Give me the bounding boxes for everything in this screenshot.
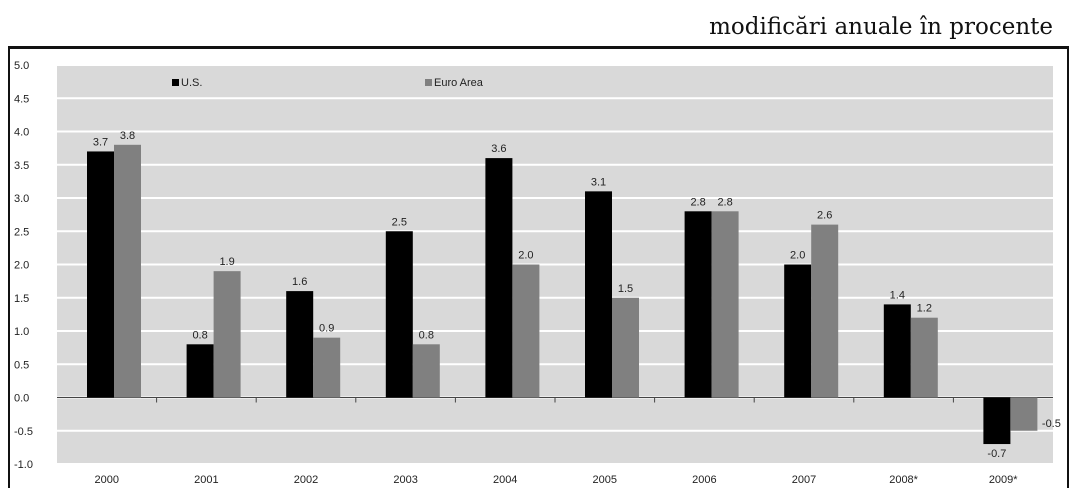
bar-euro-area [114, 144, 141, 398]
legend-label: U.S. [181, 77, 202, 89]
y-tick-label: 0.0 [14, 393, 29, 405]
data-label: 0.9 [319, 323, 334, 335]
bar-us [286, 291, 314, 398]
legend-label: Euro Area [434, 77, 484, 89]
y-tick-label: 5.0 [14, 60, 29, 72]
chart-frame: 5.0 4.5 4.0 3.5 3.0 2.5 2.0 1.5 1.0 0.5 0.0 -0.5 -1.… [8, 46, 1069, 488]
bar-euro-area [711, 211, 739, 398]
x-tick-label: 2005 [593, 474, 617, 486]
y-tick-label: -1.0 [14, 459, 33, 471]
legend-swatch [172, 79, 179, 86]
bar-euro-area [412, 344, 440, 398]
x-tick-label: 2000 [95, 474, 119, 486]
data-label: 3.7 [93, 136, 108, 148]
data-label: 3.8 [120, 130, 135, 142]
data-label: 2.8 [717, 196, 732, 208]
x-tick-label: 2009* [989, 474, 1018, 486]
unit-note: modificări anuale în procente [709, 14, 1053, 40]
data-label: 3.1 [591, 176, 606, 188]
x-tick-label: 2008* [889, 474, 918, 486]
data-label: 2.6 [817, 210, 832, 222]
bar-us [485, 158, 513, 398]
bar-us [983, 397, 1011, 445]
y-tick-label: 2.0 [14, 260, 29, 272]
bar-euro-area [612, 297, 639, 398]
data-label: 0.8 [192, 329, 207, 341]
data-label: 3.6 [491, 143, 506, 155]
bar-us [585, 191, 612, 398]
bar-euro-area [512, 264, 540, 398]
y-tick-label: 1.5 [14, 293, 29, 305]
bar-euro-area [213, 271, 241, 398]
x-tick-label: 2007 [792, 474, 816, 486]
data-label: 1.2 [917, 303, 932, 315]
y-tick-label: 3.0 [14, 193, 29, 205]
data-label: 0.8 [419, 329, 434, 341]
y-tick-label: 0.5 [14, 359, 29, 371]
x-tick-label: 2001 [194, 474, 218, 486]
data-label: 1.4 [890, 289, 905, 301]
y-tick-label: 4.0 [14, 127, 29, 139]
y-tick-label: 1.0 [14, 326, 29, 338]
data-label: -0.5 [1042, 418, 1061, 430]
bar-us [87, 151, 114, 398]
y-tick-label: 2.5 [14, 226, 29, 238]
y-tick-label: 4.5 [14, 93, 29, 105]
bar-chart: 5.0 4.5 4.0 3.5 3.0 2.5 2.0 1.5 1.0 0.5 0.0 -0.5 -1.… [14, 60, 1061, 486]
data-label: 1.6 [292, 276, 307, 288]
data-label: 1.9 [219, 256, 234, 268]
bar-euro-area [910, 317, 938, 398]
x-tick-label: 2002 [294, 474, 318, 486]
bar-euro-area [811, 224, 839, 398]
x-tick-label: 2004 [493, 474, 517, 486]
data-label: 2.8 [690, 196, 705, 208]
y-tick-label: 3.5 [14, 160, 29, 172]
bar-euro-area [313, 337, 341, 398]
data-label: 2.0 [790, 250, 805, 262]
bar-euro-area [1010, 397, 1038, 431]
bar-us [186, 344, 214, 398]
bar-us [385, 231, 413, 398]
data-label: -0.7 [987, 448, 1006, 460]
data-label: 2.5 [392, 216, 407, 228]
x-tick-label: 2003 [393, 474, 417, 486]
bar-us [684, 211, 712, 398]
data-label: 1.5 [618, 283, 633, 295]
data-label: 2.0 [518, 250, 533, 262]
y-tick-label: -0.5 [14, 426, 33, 438]
bar-us [784, 264, 812, 398]
legend-swatch [425, 79, 432, 86]
x-tick-label: 2006 [692, 474, 716, 486]
bar-us [883, 304, 911, 398]
